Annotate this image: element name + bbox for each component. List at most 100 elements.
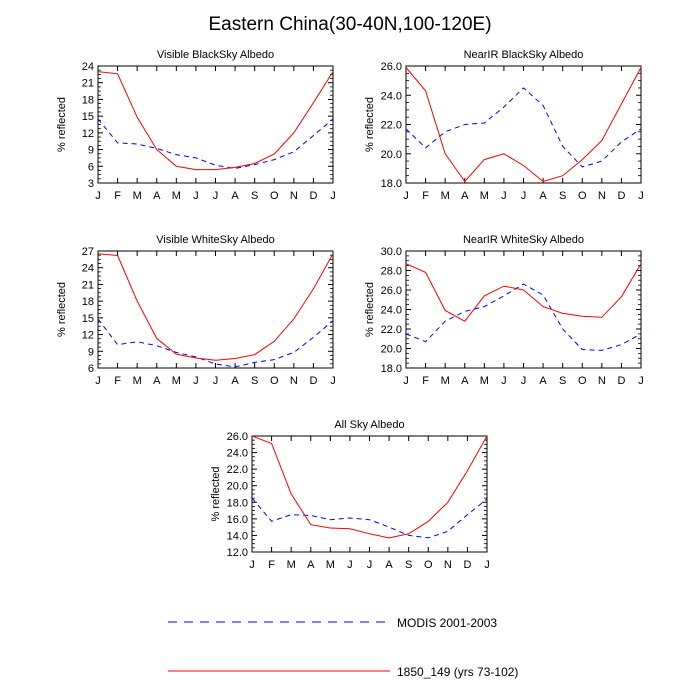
panel-3: Visible WhiteSky Albedo 6 9 12 15 18 21 24 27 % r… [56,234,336,387]
x-tick-label: M [172,375,181,387]
x-tick-label: N [290,190,298,202]
x-tick-label: O [270,375,279,387]
panel-1: Visible BlackSky Albedo 3 6 9 12 15 18 21 24 % re… [56,49,336,202]
series-modis-line [405,283,642,351]
x-tick-label: J [403,190,409,202]
panel-title: Visible BlackSky Albedo [157,49,274,61]
series-model-line [97,253,334,361]
x-tick-label: O [578,375,587,387]
x-tick-label: J [95,190,101,202]
legend-label-1: MODIS 2001-2003 [397,616,497,630]
x-tick-label: N [444,559,452,571]
y-axis-label: % reflected [56,282,68,337]
x-tick-label: J [484,559,490,571]
y-tick-label: 12 [82,330,94,342]
y-tick-label: 6 [88,161,94,173]
panel-title: NearIR WhiteSky Albedo [463,234,584,246]
y-tick-label: 27 [82,246,94,258]
y-axis-label: % reflected [210,466,222,521]
x-tick-label: A [153,190,161,202]
series-model-line [251,435,488,539]
y-tick-label: 26.0 [381,285,402,297]
x-tick-label: A [539,375,547,387]
x-tick-label: S [251,190,258,202]
x-tick-label: M [133,375,142,387]
x-tick-label: M [441,375,450,387]
y-tick-label: 14.0 [227,530,248,542]
x-tick-label: J [638,190,644,202]
y-tick-label: 18.0 [381,363,402,375]
plot-frame [97,250,334,369]
x-tick-label: M [480,375,489,387]
x-tick-label: N [290,375,298,387]
y-tick-label: 9 [88,145,94,157]
series-model-line [97,71,334,171]
x-tick-label: J [193,190,199,202]
y-tick-label: 24.0 [381,90,402,102]
x-tick-label: J [95,375,101,387]
panel-title: NearIR BlackSky Albedo [464,49,584,61]
x-tick-label: M [480,190,489,202]
x-tick-label: F [114,190,121,202]
x-tick-label: J [213,375,219,387]
x-tick-label: F [114,375,121,387]
x-tick-label: O [424,559,433,571]
x-tick-label: J [193,375,199,387]
panel-title: Visible WhiteSky Albedo [156,234,274,246]
x-tick-label: D [617,190,625,202]
x-tick-label: A [307,559,315,571]
x-tick-label: A [231,375,239,387]
plot-frame [251,435,488,553]
x-tick-label: A [461,375,469,387]
y-tick-label: 24.0 [381,305,402,317]
y-tick-label: 21 [82,78,94,90]
y-axis-label: % reflected [56,97,68,152]
x-tick-label: D [309,190,317,202]
figure-title: Eastern China(30-40N,100-120E) [208,14,492,35]
x-tick-label: D [309,375,317,387]
series-model-line [405,67,642,183]
y-axis-label: % reflected [364,97,376,152]
x-tick-label: F [268,559,275,571]
plot-frame [405,250,642,369]
x-tick-label: J [330,190,336,202]
x-tick-label: N [598,375,606,387]
x-tick-label: J [501,190,507,202]
x-tick-label: M [133,190,142,202]
x-tick-label: N [598,190,606,202]
y-tick-label: 22.0 [227,464,248,476]
x-tick-label: M [172,190,181,202]
y-tick-label: 24 [82,61,94,73]
x-tick-label: J [521,375,527,387]
y-tick-label: 18 [82,94,94,106]
x-tick-label: D [617,375,625,387]
x-tick-label: J [501,375,507,387]
y-axis-label: % reflected [364,282,376,337]
y-tick-label: 24.0 [227,448,248,460]
x-tick-label: F [422,375,429,387]
panel-5: All Sky Albedo 12.0 14.0 16.0 18.0 20.0 22.0 24… [210,419,490,571]
y-tick-label: 20.0 [381,344,402,356]
x-tick-label: J [347,559,353,571]
x-tick-label: A [153,375,161,387]
y-tick-label: 16.0 [227,514,248,526]
x-tick-label: J [249,559,255,571]
y-tick-label: 22.0 [381,324,402,336]
y-tick-label: 6 [88,363,94,375]
y-tick-label: 9 [88,346,94,358]
y-tick-label: 18.0 [227,497,248,509]
legend: MODIS 2001-2003 1850_149 (yrs 73-102) [168,616,518,679]
x-tick-label: M [326,559,335,571]
panel-2: NearIR BlackSky Albedo 18.0 20.0 22.0 24.0 26… [364,49,644,202]
x-tick-label: J [403,375,409,387]
x-tick-label: J [367,559,373,571]
y-tick-label: 20.0 [227,481,248,493]
x-tick-label: M [441,190,450,202]
plot-frame [97,65,334,184]
y-tick-label: 28.0 [381,266,402,278]
x-tick-label: A [539,190,547,202]
y-tick-label: 26.0 [381,61,402,73]
series-model-line [405,263,642,322]
x-tick-label: S [405,559,412,571]
legend-label-2: 1850_149 (yrs 73-102) [397,665,518,679]
